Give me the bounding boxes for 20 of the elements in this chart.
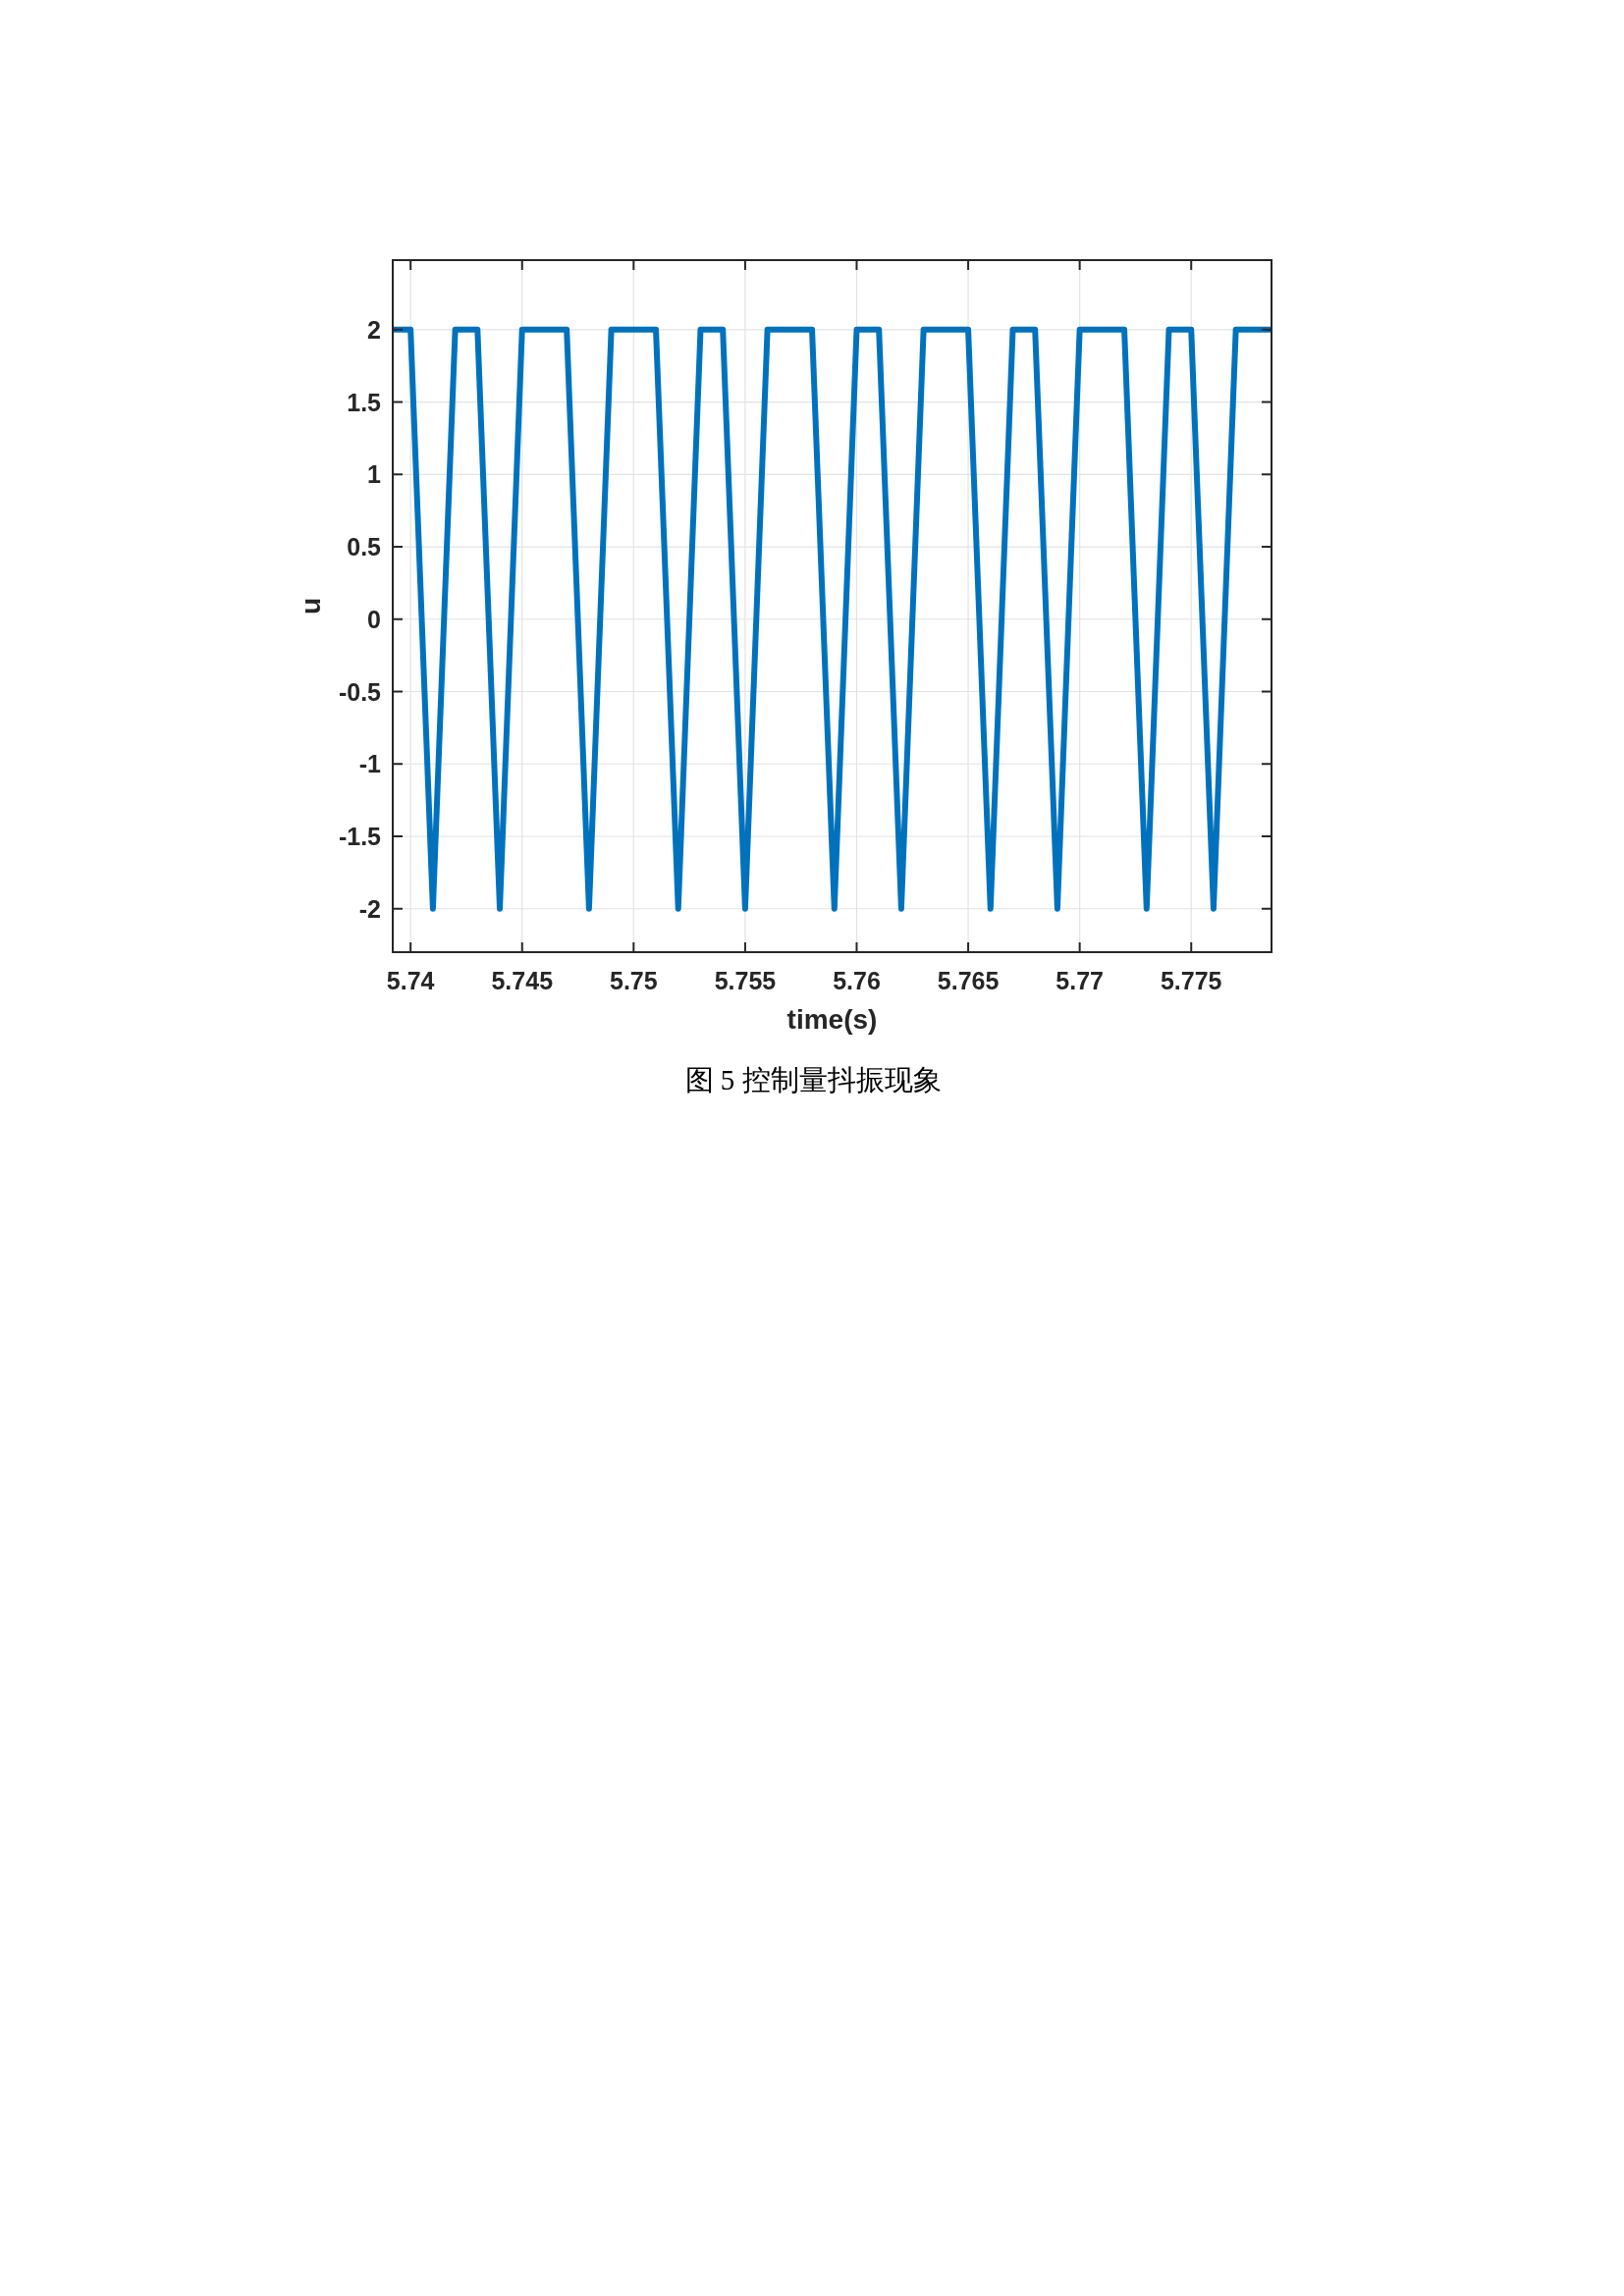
y-tick-label: 0 [367,605,381,633]
x-tick-label: 5.755 [714,967,777,994]
y-tick-label: -2 [358,894,381,923]
caption: 图 5 控制量抖振现象 [684,1064,942,1095]
y-tick-label: -1 [358,750,382,778]
x-tick-label: 5.775 [1160,967,1222,994]
x-tick-label: 5.75 [609,967,658,994]
y-tick-label: -1.5 [338,823,382,851]
x-tick-label: 5.745 [491,967,554,994]
x-tick-label: 5.765 [937,967,1000,994]
x-tick-label: 5.77 [1056,967,1104,994]
y-tick-label: 0.5 [347,533,382,561]
y-tick-label: 1 [367,460,382,489]
y-axis-title: u [296,597,326,615]
y-tick-label: 1.5 [347,388,382,416]
y-tick-label: 2 [367,315,381,344]
x-tick-label: 5.76 [833,967,881,994]
x-axis-title: time(s) [786,1004,878,1035]
y-tick-label: -0.5 [338,677,382,706]
x-tick-label: 5.74 [386,967,435,994]
